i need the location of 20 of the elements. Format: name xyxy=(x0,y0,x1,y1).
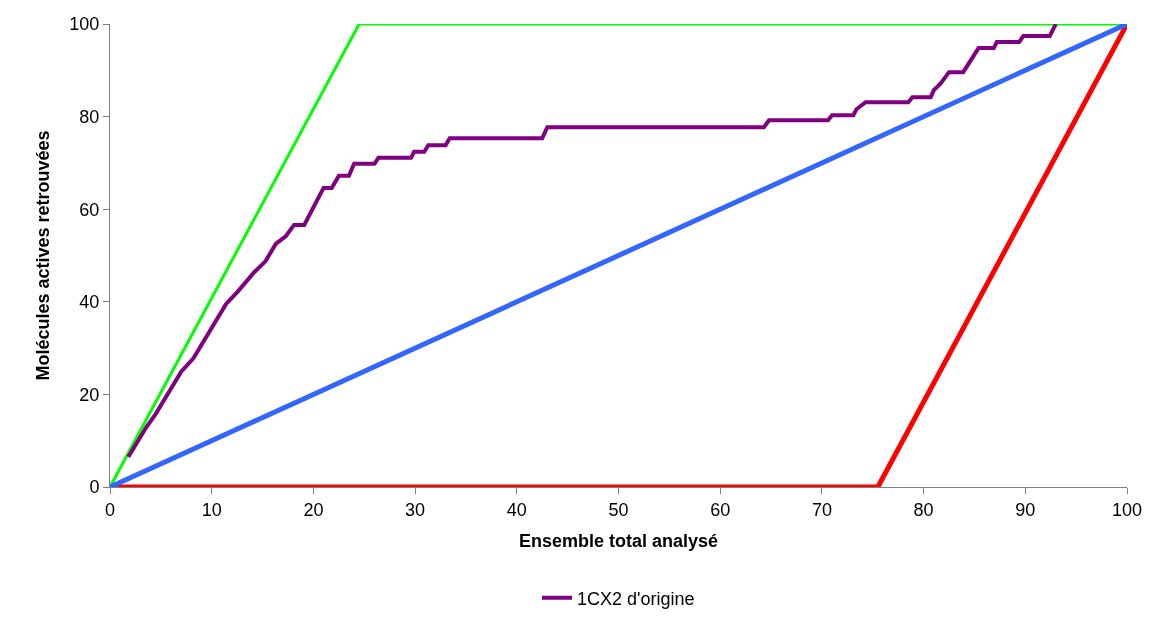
legend-label: 1CX2 d'origine xyxy=(577,588,695,609)
y-tick-label: 0 xyxy=(89,477,100,498)
x-tick-label: 10 xyxy=(201,499,222,520)
y-axis-title: Molécules actives retrouvées xyxy=(32,130,53,381)
y-tick-label: 20 xyxy=(79,384,100,405)
x-tick-label: 90 xyxy=(1015,499,1036,520)
x-tick-label: 80 xyxy=(913,499,934,520)
x-tick-label: 0 xyxy=(104,499,116,520)
x-tick-label: 70 xyxy=(811,499,832,520)
y-tick-label: 80 xyxy=(79,106,100,127)
y-tick-label: 60 xyxy=(79,199,100,220)
x-tick-label: 40 xyxy=(506,499,527,520)
y-tick-label: 40 xyxy=(79,292,100,313)
y-tick-label: 100 xyxy=(69,14,100,35)
x-tick-label: 100 xyxy=(1111,499,1143,520)
x-axis-title: Ensemble total analysé xyxy=(518,530,719,551)
x-tick-label: 60 xyxy=(710,499,731,520)
x-tick-label: 30 xyxy=(405,499,426,520)
x-tick-label: 20 xyxy=(303,499,324,520)
x-tick-label: 50 xyxy=(608,499,629,520)
